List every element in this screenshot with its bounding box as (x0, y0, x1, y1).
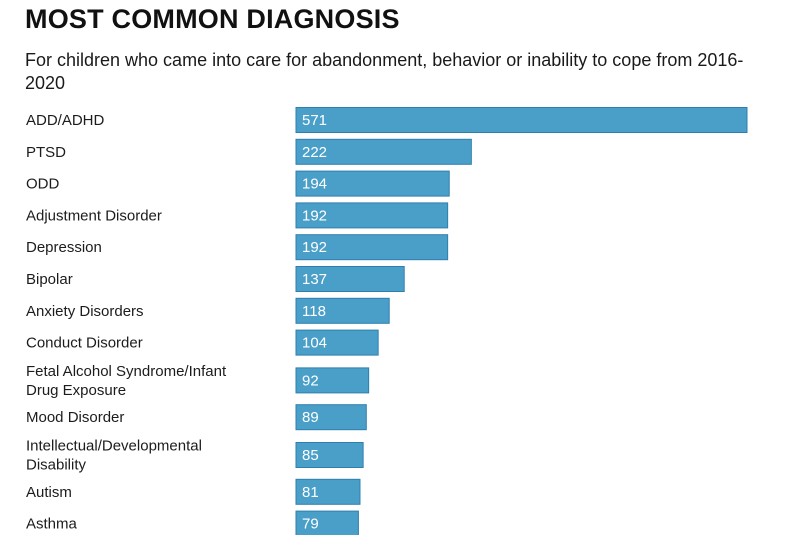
value-label-depression: 192 (302, 239, 327, 256)
value-label-intellectual-developmental-disability: 85 (302, 447, 319, 464)
value-label-mood-disorder: 89 (302, 409, 319, 426)
category-label-depression: Depression (26, 239, 102, 256)
value-label-fetal-alcohol-syndrome-infant-drug-exposure: 92 (302, 372, 319, 389)
value-label-add-adhd: 571 (302, 112, 327, 129)
bar-autism (295, 478, 361, 505)
bar-mood-disorder (295, 404, 367, 431)
bar-depression (295, 234, 449, 261)
chart-title: MOST COMMON DIAGNOSIS (25, 4, 400, 34)
category-label-odd: ODD (26, 176, 60, 193)
bar-fetal-alcohol-syndrome-infant-drug-exposure (295, 367, 370, 394)
bar-bipolar (295, 266, 405, 292)
value-label-odd: 194 (302, 176, 327, 193)
bar-odd (295, 170, 450, 197)
bars-layer: 571 ADD/ADHD 222 PTSD 194 ODD 192 Adjustment Di… (26, 107, 748, 535)
category-label-add-adhd: ADD/ADHD (26, 112, 105, 129)
category-label-asthma: Asthma (26, 516, 78, 533)
bar-add-adhd (295, 107, 748, 133)
bar-conduct-disorder (295, 329, 379, 356)
value-label-asthma: 79 (302, 516, 319, 533)
value-label-anxiety-disorders: 118 (302, 303, 326, 320)
value-label-bipolar: 137 (302, 271, 327, 288)
category-label-fetal-alcohol-syndrome-infant-drug-exposure: Fetal Alcohol Syndrome/Infant Drug Exposu… (26, 363, 227, 399)
bar-ptsd (295, 138, 472, 165)
bar-intellectual-developmental-disability (295, 442, 364, 468)
value-label-autism: 81 (302, 484, 319, 501)
value-label-adjustment-disorder: 192 (302, 207, 327, 224)
category-label-ptsd: PTSD (26, 144, 66, 161)
category-label-adjustment-disorder: Adjustment Disorder (26, 207, 162, 224)
value-label-ptsd: 222 (302, 144, 327, 161)
chart-subtitle: For children who came into care for aban… (25, 50, 744, 93)
value-label-conduct-disorder: 104 (302, 335, 327, 352)
bar-adjustment-disorder (295, 202, 449, 229)
category-label-mood-disorder: Mood Disorder (26, 409, 124, 426)
category-label-bipolar: Bipolar (26, 271, 73, 288)
category-label-autism: Autism (26, 484, 72, 501)
bar-asthma (295, 510, 359, 535)
category-label-conduct-disorder: Conduct Disorder (26, 335, 143, 352)
category-label-anxiety-disorders: Anxiety Disorders (26, 303, 144, 320)
bar-anxiety-disorders (295, 297, 390, 324)
category-label-intellectual-developmental-disability: Intellectual/Developmental Disability (26, 438, 202, 474)
